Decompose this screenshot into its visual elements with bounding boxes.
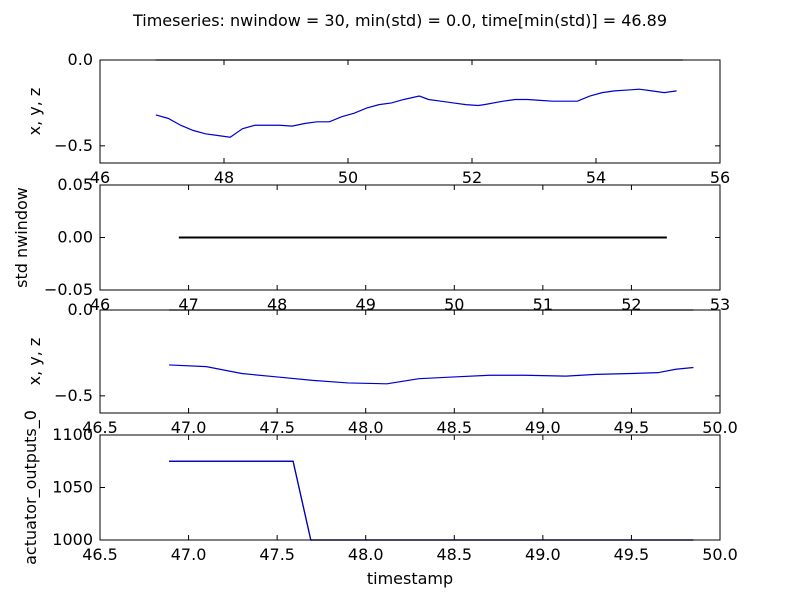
subplot-1-ytick-label: 0.0	[68, 50, 93, 69]
subplot-1-ytick-label: −0.5	[54, 136, 93, 155]
subplot-3-xtick-label: 48.5	[436, 418, 472, 437]
subplot-2-xtick-label: 46	[90, 295, 110, 314]
subplot-4-xtick-label: 50.0	[702, 545, 738, 564]
subplot-4-xtick-label: 48.5	[436, 545, 472, 564]
subplot-3-frame	[99, 309, 721, 414]
subplot-1-xtick-label: 52	[462, 168, 482, 187]
subplot-2-xtick-label: 50	[444, 295, 464, 314]
subplot-3-ytick-label: 0.0	[68, 300, 93, 319]
subplot-4: 46.5 47.0 47.5 48.0 48.5 49.0 49.5 50.0 1100 1050…	[21, 410, 738, 588]
figure-title: Timeseries: nwindow = 30, min(std) = 0.0…	[132, 11, 667, 30]
subplot-2-ylabel: std nwindow	[12, 187, 31, 288]
subplot-4-ylabel: actuator_outputs_0	[21, 410, 41, 565]
subplot-4-xtick-label: 48.0	[348, 545, 384, 564]
subplot-4-ytick-label: 1100	[52, 425, 93, 444]
subplot-3-xtick-label: 47.0	[171, 418, 207, 437]
subplot-2-xtick-label: 47	[178, 295, 198, 314]
subplot-3-xtick-label: 46.5	[82, 418, 118, 437]
subplot-1-xtick-label: 48	[214, 168, 234, 187]
subplot-4-xtick-label: 46.5	[82, 545, 118, 564]
subplot-1-series-1-line	[155, 88, 677, 138]
subplot-3-xtick-label: 50.0	[702, 418, 738, 437]
subplot-2: 46 47 48 49 50 51 52 53 0.05 0.00 −0.05 std nwindow	[12, 175, 730, 314]
subplot-2-xtick-label: 49	[356, 295, 376, 314]
subplot-2-ytick-label: −0.05	[44, 280, 93, 299]
subplot-4-xtick-label: 47.0	[171, 545, 207, 564]
subplot-4-xtick-label: 47.5	[259, 545, 295, 564]
subplot-3-xtick-label: 47.5	[259, 418, 295, 437]
subplot-2-xtick-label: 48	[267, 295, 287, 314]
subplot-4-ytick-label: 1000	[52, 530, 93, 549]
subplot-1: 46 48 50 52 54 56 0.0 −0.5 x, y, z	[25, 50, 730, 187]
subplot-1-xtick-label: 46	[90, 168, 110, 187]
subplots: 46 48 50 52 54 56 0.0 −0.5 x, y, z 46 47 48 49 50 51 52…	[12, 50, 738, 588]
subplot-2-xtick-label: 51	[533, 295, 553, 314]
subplot-3-xtick-label: 49.0	[525, 418, 561, 437]
subplot-3-ylabel: x, y, z	[25, 338, 44, 386]
subplot-2-xtick-label: 52	[621, 295, 641, 314]
subplot-4-xtick-label: 49.0	[525, 545, 561, 564]
subplot-1-ylabel: x, y, z	[25, 88, 44, 136]
subplot-2-ytick-label: 0.05	[57, 175, 93, 194]
subplot-1-xtick-label: 50	[338, 168, 358, 187]
subplot-3-xtick-label: 49.5	[614, 418, 650, 437]
subplot-2-xtick-label: 53	[710, 295, 730, 314]
subplot-4-xlabel: timestamp	[367, 569, 453, 588]
subplot-4-xtick-label: 49.5	[614, 545, 650, 564]
subplot-3-series-1-line	[169, 364, 694, 385]
subplot-1-frame	[99, 59, 721, 164]
subplot-4-ytick-label: 1050	[52, 478, 93, 497]
subplot-1-xtick-label: 54	[586, 168, 606, 187]
subplot-1-xtick-label: 56	[710, 168, 730, 187]
subplot-3-xtick-label: 48.0	[348, 418, 384, 437]
subplot-3: 46.5 47.0 47.5 48.0 48.5 49.0 49.5 50.0 0.0 −0.5 x…	[25, 300, 738, 437]
subplot-2-ytick-label: 0.00	[57, 228, 93, 247]
subplot-3-ytick-label: −0.5	[54, 386, 93, 405]
